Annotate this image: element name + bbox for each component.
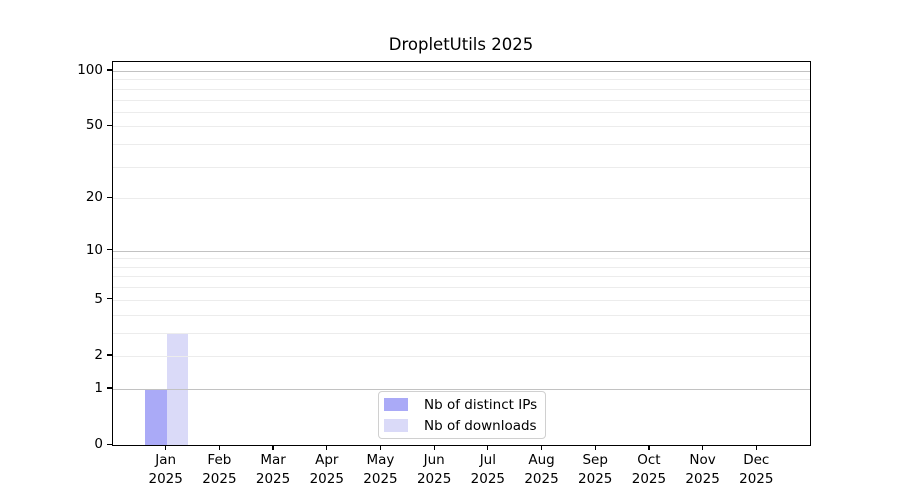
legend-label-distinct-ips: Nb of distinct IPs <box>424 396 538 413</box>
x-tick-label: Aug 2025 <box>524 452 559 487</box>
legend-item-downloads: Nb of downloads <box>379 419 545 433</box>
x-tick-mark <box>433 445 435 450</box>
x-tick-mark <box>540 445 543 450</box>
gridline <box>113 287 810 289</box>
y-tick-label: 50 <box>85 117 103 134</box>
gridline <box>113 332 810 334</box>
legend-swatch-distinct-ips <box>384 398 408 411</box>
x-tick-mark <box>594 445 596 450</box>
gridline <box>113 111 810 113</box>
x-tick-label: Jan 2025 <box>148 452 183 487</box>
y-tick-mark <box>107 387 112 389</box>
gridline <box>113 314 810 316</box>
y-tick-label: 1 <box>94 379 103 396</box>
x-tick-label: May 2025 <box>363 452 398 487</box>
plot-area: Nb of distinct IPs Nb of downloads <box>112 61 811 446</box>
y-tick-label: 10 <box>85 241 103 258</box>
y-tick-mark <box>107 196 112 198</box>
x-tick-label: Apr 2025 <box>309 452 344 487</box>
x-tick-mark <box>272 445 274 450</box>
y-tick-mark <box>107 124 112 127</box>
chart-title: DropletUtils 2025 <box>388 35 534 54</box>
x-tick-label: Jun 2025 <box>416 452 452 487</box>
x-tick-mark <box>755 445 757 450</box>
x-tick-mark <box>218 445 220 450</box>
gridline <box>113 166 810 168</box>
legend-swatch-downloads <box>384 419 408 432</box>
x-tick-label: Nov 2025 <box>685 452 720 487</box>
gridline <box>113 266 810 268</box>
legend-label-downloads: Nb of downloads <box>424 417 537 434</box>
y-tick-mark <box>107 298 112 300</box>
x-tick-label: Jul 2025 <box>470 452 506 487</box>
gridline <box>113 144 810 146</box>
bar-distinct-ips-jan <box>144 388 167 445</box>
y-tick-label: 100 <box>77 61 103 78</box>
x-tick-label: Sep 2025 <box>578 452 613 487</box>
y-tick-label: 2 <box>94 346 103 363</box>
x-tick-label: Feb 2025 <box>202 452 237 487</box>
y-tick-label: 20 <box>85 189 103 206</box>
gridline <box>113 79 810 81</box>
y-tick-mark <box>107 354 112 356</box>
gridline-major <box>113 388 810 390</box>
y-tick-mark <box>107 69 112 71</box>
legend: Nb of distinct IPs Nb of downloads <box>378 391 546 439</box>
gridline <box>113 258 810 260</box>
x-tick-label: Dec 2025 <box>739 452 774 487</box>
y-tick-mark <box>107 443 112 445</box>
x-tick-mark <box>487 445 489 450</box>
y-tick-label: 0 <box>94 436 103 452</box>
gridline <box>113 299 810 301</box>
gridline <box>113 126 810 128</box>
gridline <box>113 355 810 357</box>
legend-item-distinct-ips: Nb of distinct IPs <box>379 398 545 412</box>
y-tick-mark <box>107 249 112 251</box>
x-tick-mark <box>648 445 650 450</box>
gridline <box>113 99 810 101</box>
gridline-major <box>113 250 810 252</box>
x-tick-mark <box>326 445 328 450</box>
x-tick-mark <box>702 445 704 450</box>
y-tick-label: 5 <box>94 290 103 307</box>
grid-layer <box>113 62 810 445</box>
x-tick-label: Oct 2025 <box>631 452 667 487</box>
x-tick-mark <box>379 445 382 450</box>
gridline <box>113 198 810 200</box>
x-tick-label: Mar 2025 <box>255 452 291 487</box>
x-tick-mark <box>165 445 167 450</box>
gridline <box>113 88 810 90</box>
gridline-major <box>113 70 810 72</box>
gridline <box>113 276 810 278</box>
